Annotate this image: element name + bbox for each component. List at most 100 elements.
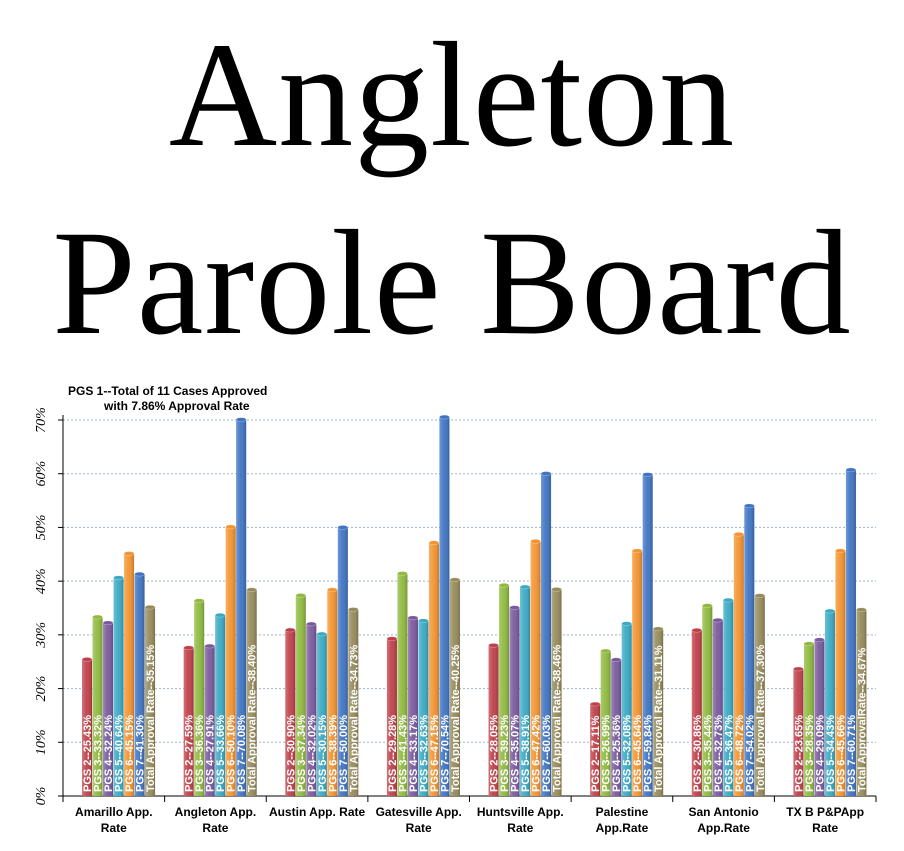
bar-data-label: Total Approval Rate--35.15% (145, 644, 157, 792)
bar-top (803, 641, 815, 646)
bar-data-label: PGS 3--36.36% (194, 715, 206, 792)
bar-shade (439, 417, 450, 796)
bar-shade (134, 574, 145, 796)
bar-top (723, 597, 734, 603)
y-axis-tick-labels: 0% 10% 20% 30% 40% 50% 60% 70% (34, 407, 49, 805)
category-label: App.Rate (697, 821, 750, 835)
bar-shade (803, 643, 814, 796)
bar-top (306, 621, 317, 627)
bar-shade (449, 579, 460, 796)
bar-top (600, 648, 611, 654)
bar-top (144, 604, 156, 610)
bar-shade (246, 589, 257, 796)
bar-shade (824, 611, 835, 796)
bar-top (519, 584, 531, 590)
bar-top (439, 414, 450, 420)
bar-data-label: PGS 4--32.24% (103, 715, 115, 792)
bar-data-label: PGS 7--60.71% (846, 715, 858, 792)
bar-top (845, 467, 857, 473)
bar-shade (691, 630, 702, 796)
bar-top (642, 472, 653, 477)
bar-data-label: PGS 6--47.42% (531, 715, 543, 792)
bar-data-label: PGS 4--32.02% (306, 715, 318, 792)
bar-top (337, 525, 349, 530)
bar-top (397, 571, 408, 576)
bar-shade (600, 651, 611, 796)
bar-shade (285, 630, 296, 796)
bar-data-label: PGS 2--30.90% (285, 715, 297, 792)
bar-top (856, 607, 867, 613)
bar-data-label: PGS 6--45.64% (632, 715, 644, 792)
bar-data-label: PGS 3--28.35% (804, 715, 816, 792)
bar-data-label: PGS 6--45.15% (124, 715, 136, 792)
bar-shade (712, 620, 723, 796)
bar-top (123, 551, 135, 556)
bar-data-label: PGS 6--38.39% (327, 715, 339, 792)
y-tick-label: 30% (34, 622, 49, 649)
category-label: Austin App. Rate (269, 805, 366, 819)
bar-data-label: PGS 2--30.86% (692, 715, 704, 792)
bar-shade (236, 419, 247, 796)
bar-top (509, 605, 520, 610)
bar-top (488, 643, 499, 648)
bar-top (348, 607, 359, 612)
bar-shade (541, 473, 552, 796)
bar-top (295, 593, 307, 598)
category-label: Rate (101, 821, 127, 835)
page-title-line-2: Parole Board (52, 200, 852, 366)
bar-top (498, 583, 510, 588)
page-title-line-1: Angleton (168, 12, 736, 178)
bar-top (81, 657, 93, 662)
bar-shade (835, 550, 846, 796)
bar-data-label: PGS 5--32.08% (622, 715, 634, 792)
bar-top (449, 577, 461, 583)
category-labels: Amarillo App. Rate Angleton App. Rate Austin… (75, 805, 864, 835)
bar-top (214, 612, 226, 618)
bar-data-label: Total Approval Rate--38.40% (247, 644, 259, 792)
category-label: TX B P&PApp (786, 805, 864, 819)
bar-top (814, 637, 825, 642)
bar-shade (754, 595, 765, 796)
category-label: Gatesville App. (376, 805, 462, 819)
bar-shade (124, 553, 135, 796)
bar-top (92, 614, 103, 620)
bar-data-label: PGS 3--33.32% (93, 715, 105, 792)
bar-top (712, 617, 724, 623)
bar-data-label: Total Approval Rate--40.25% (450, 644, 462, 792)
bar-data-label: Total Approval Rate--37.30% (755, 644, 767, 792)
bar-data-label: PGS 3--39.23% (499, 715, 511, 792)
bar-data-label: PGS 4--25.36% (611, 715, 623, 792)
y-tick-label: 0% (34, 787, 49, 806)
category-label: Amarillo App. (75, 805, 153, 819)
bar-data-label: PGS 5--34.43% (825, 715, 837, 792)
category-label: Rate (406, 821, 432, 835)
y-tick-label: 60% (34, 461, 49, 487)
bar-shade (744, 505, 755, 796)
bar-top (744, 503, 755, 509)
bar-top (733, 532, 745, 537)
y-tick-label: 10% (34, 729, 49, 755)
bar-top (824, 608, 836, 614)
bar-data-label: PGS 5--36.47% (723, 715, 735, 792)
bar-shade (793, 668, 804, 796)
bar-top (193, 598, 205, 603)
bar-data-label: PGS 4--27.91% (205, 715, 217, 792)
y-tick-label: 70% (34, 407, 49, 433)
bar-data-label: PGS 4--32.73% (713, 715, 725, 792)
bar-shade (488, 645, 499, 796)
bar-top (113, 575, 124, 580)
bar-top (540, 471, 552, 476)
bar-shade (407, 617, 418, 796)
bar-shade (520, 586, 531, 796)
bar-shade (215, 615, 226, 796)
bar-shade (723, 600, 734, 796)
category-label: Rate (812, 821, 838, 835)
bar-top (386, 636, 398, 641)
bar-top (327, 587, 338, 593)
bar-top (225, 524, 236, 530)
bar-shade (103, 622, 114, 796)
bar-shade (845, 469, 856, 796)
bar-data-label: PGS 2--29.28% (387, 715, 399, 792)
category-label: Rate (507, 821, 533, 835)
bar-data-label: PGS 2--23.65% (793, 715, 805, 792)
